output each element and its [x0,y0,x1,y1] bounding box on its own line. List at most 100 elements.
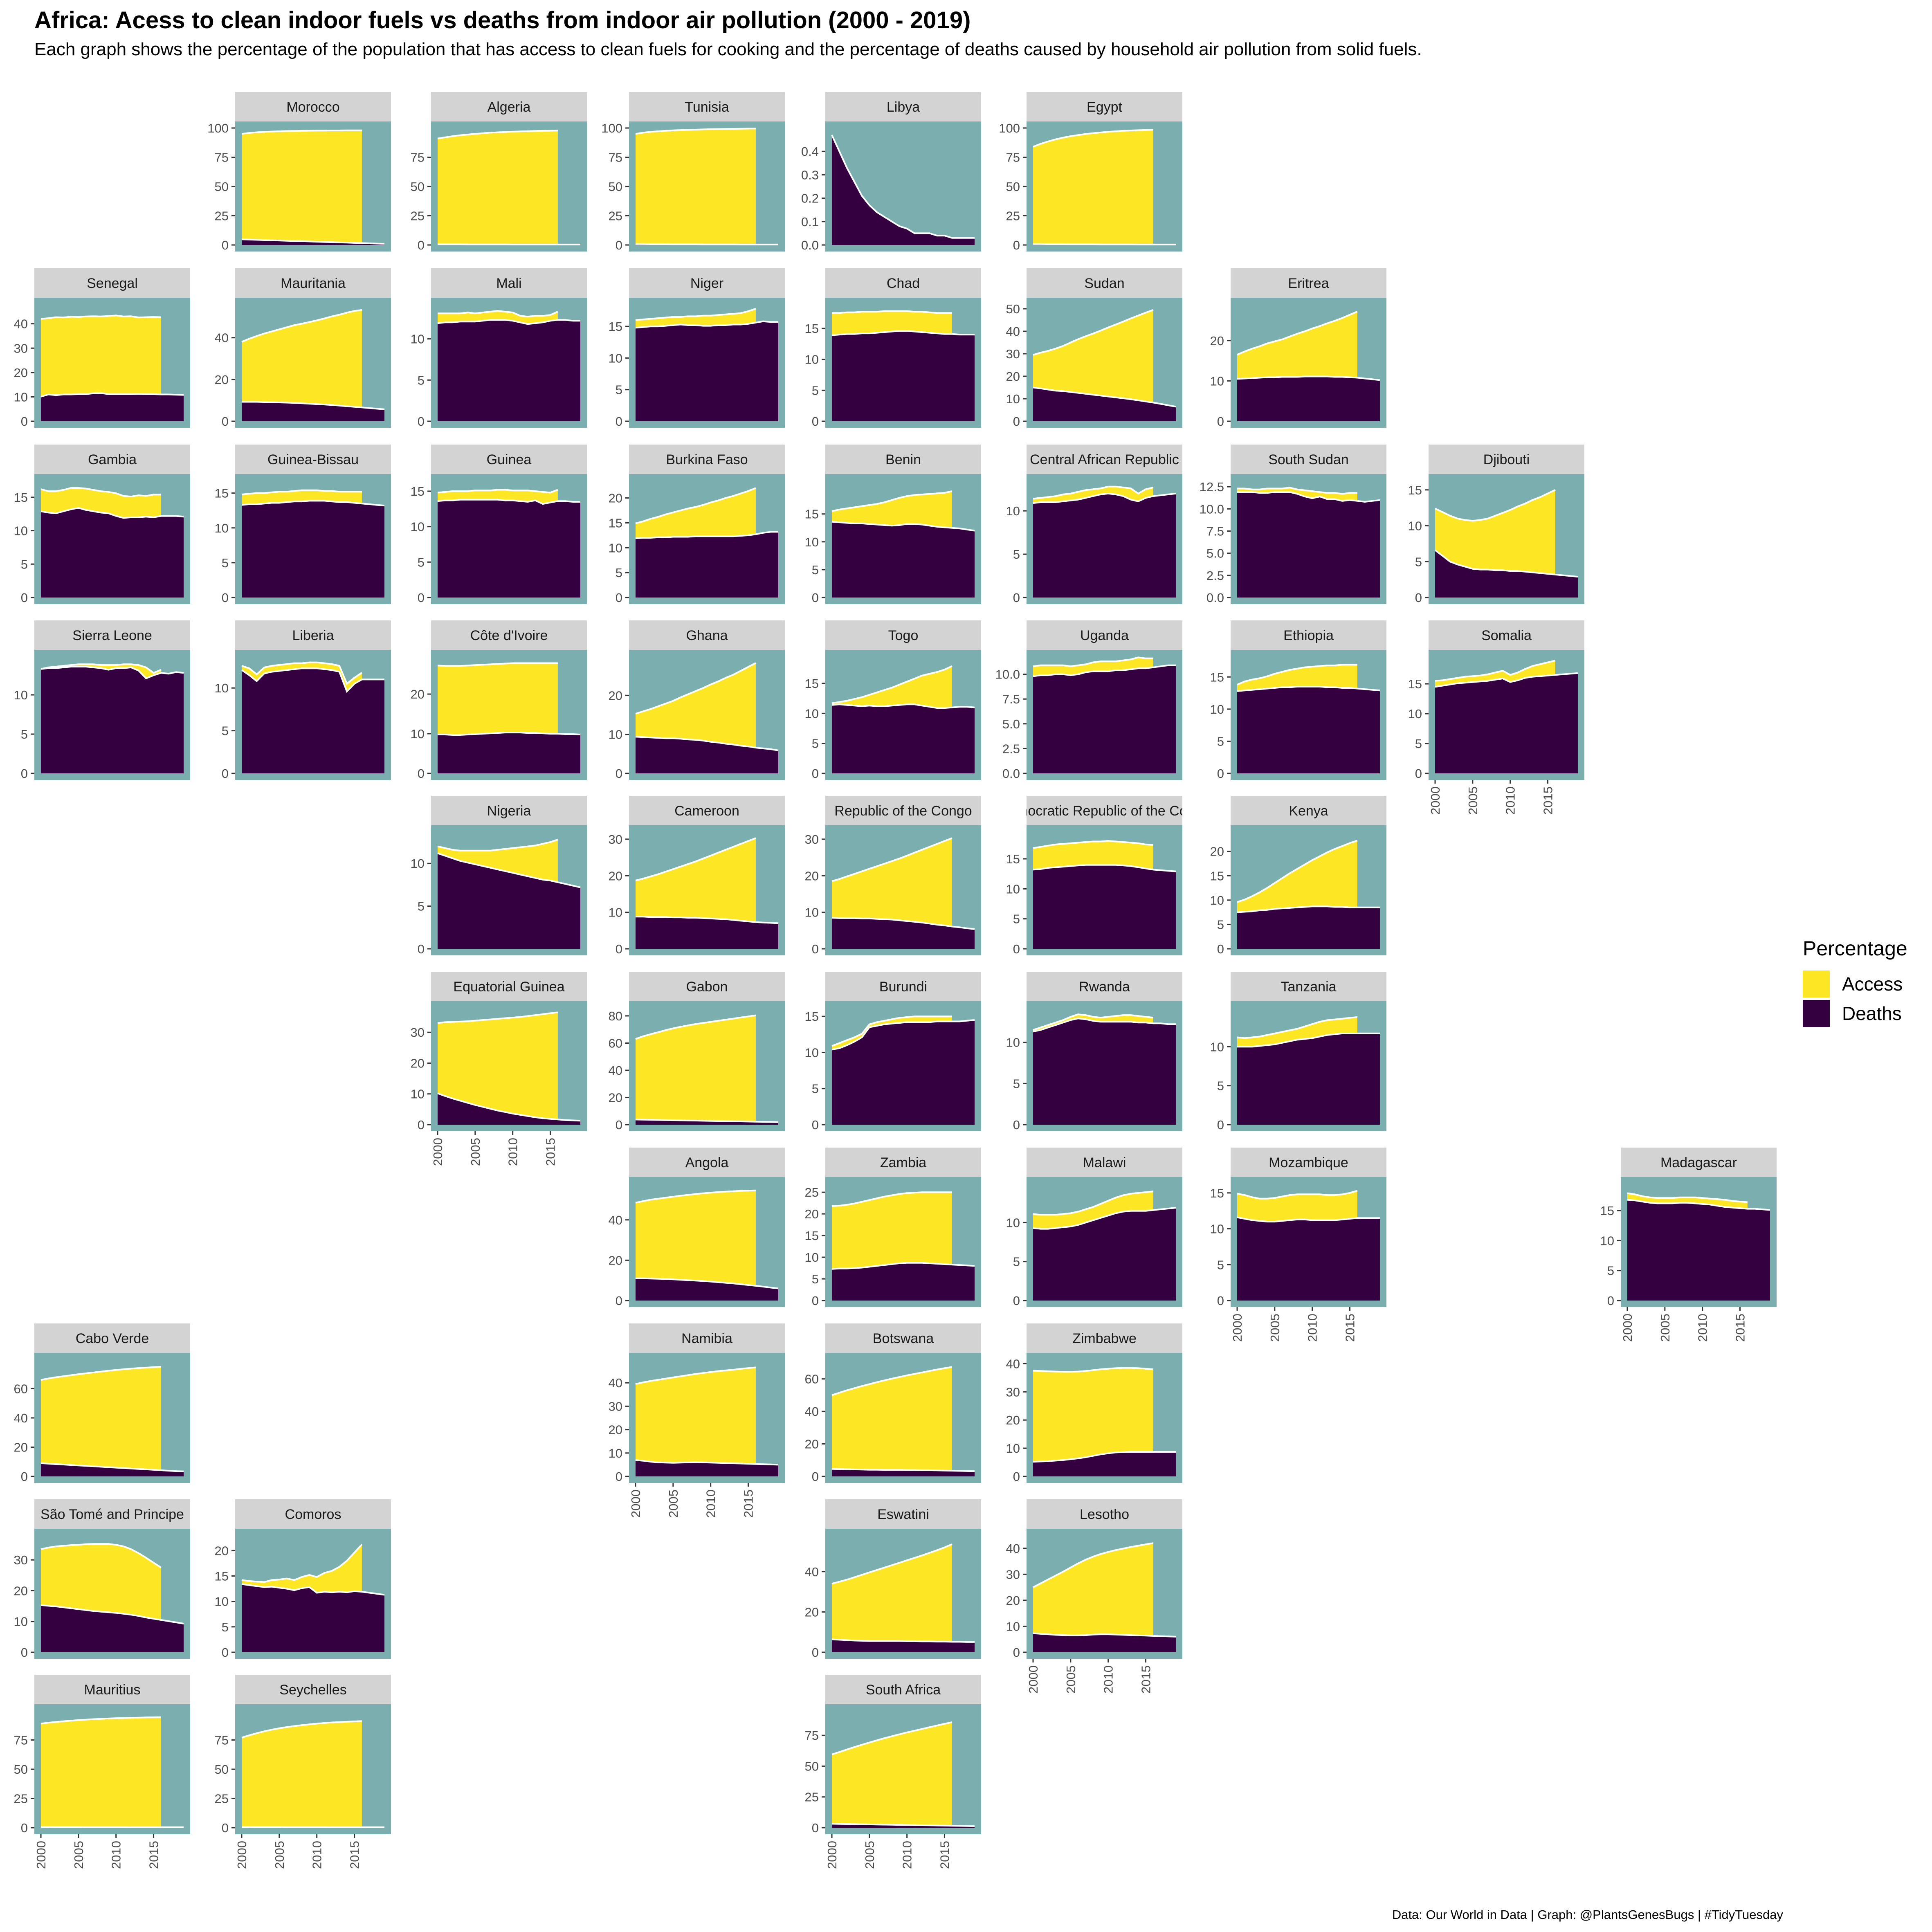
x-tick-label: 2015 [147,1841,161,1869]
x-tick-label: 2000 [1230,1314,1245,1342]
facet-eritrea: Eritrea 0 10 20 [1210,268,1386,429]
facet-egypt: Egypt 0 25 50 75 100 [999,92,1182,252]
deaths-line [438,732,581,736]
access-area [636,1015,756,1125]
y-tick-label: 30 [1006,1567,1020,1582]
y-tick-label: 5 [222,724,229,738]
y-tick-label: 0 [812,1645,819,1660]
legend-key-access [1803,970,1830,997]
access-area [242,130,362,245]
deaths-line [40,666,184,680]
facet-sudan: Sudan 0 10 20 30 40 50 [1006,268,1182,429]
facet-strip-label: Senegal [87,276,138,291]
facet-strip [629,1148,785,1177]
facet-equatorial-guinea: Equatorial Guinea 0 10 20 30 2000 2005 2010 2015 [411,972,587,1166]
facet-strip [34,620,190,650]
y-tick-label: 10 [215,1595,229,1609]
y-tick-label: 25 [805,1185,819,1200]
deaths-line [635,1459,779,1466]
facet-strip-label: Gambia [88,452,137,467]
x-tick-label: 2015 [544,1138,558,1166]
x-tick-label: 2010 [506,1138,520,1166]
y-tick-label: 0 [812,591,819,605]
x-tick-label: 2015 [348,1841,362,1869]
facet-strip [825,268,981,298]
deaths-line [831,703,975,709]
facet-strip-label: South Africa [866,1682,941,1698]
y-tick-label: 5 [1415,737,1422,751]
y-tick-label: 0 [1013,1469,1020,1484]
facet-uganda: Uganda 0.0 2.5 5.0 7.5 10.0 [995,620,1182,781]
y-tick-label: 0 [21,1821,28,1835]
y-tick-label: 25 [609,209,622,223]
deaths-area [1033,665,1176,773]
deaths-line [1434,549,1578,578]
y-tick-label: 40 [1006,324,1020,339]
facet-mauritania: Mauritania 0 20 40 [215,268,391,429]
y-tick-label: 20 [805,1437,819,1451]
y-tick-label: 0.0 [1206,591,1224,605]
access-line [635,308,756,321]
facet-strip [825,620,981,650]
y-tick-label: 0 [1415,591,1422,605]
deaths-line [635,736,779,751]
deaths-line [831,1823,975,1827]
y-tick-label: 0 [616,1118,622,1132]
deaths-line [1033,386,1176,408]
y-tick-label: 5 [1013,912,1020,926]
y-tick-label: 0.0 [1002,766,1020,781]
y-tick-label: 0 [812,766,819,781]
y-tick-label: 10 [411,856,425,871]
facet-strip [431,92,587,121]
facet-strip-label: Seychelles [279,1682,346,1698]
y-tick-label: 20 [1006,369,1020,384]
y-tick-label: 0 [1013,942,1020,956]
facet-strip-label: Mauritania [281,276,346,291]
facet-comoros: Comoros 0 5 10 15 20 [215,1499,391,1660]
facet-strip-label: Niger [690,276,723,291]
facet-strip [825,1148,981,1177]
facet-strip [1231,1148,1386,1177]
y-tick-label: 20 [805,1207,819,1221]
y-tick-label: 40 [215,331,229,345]
facet-strip-label: Malawi [1083,1155,1126,1170]
deaths-area [1435,550,1578,598]
y-tick-label: 20 [215,1543,229,1558]
y-tick-label: 15 [805,1009,819,1024]
y-tick-label: 10 [609,905,622,920]
facet-strip-label: Mozambique [1269,1155,1348,1170]
access-line [831,1366,953,1396]
deaths-area [1033,1208,1176,1301]
facet-strip-label: Burundi [879,979,927,995]
facet-central-african-republic: Central African Republic 0 5 10 [1006,445,1182,605]
access-line [40,663,162,674]
facet-gambia: Gambia 0 5 10 15 [14,445,190,605]
y-tick-label: 0 [1217,1118,1224,1132]
deaths-line [635,531,778,539]
deaths-area [832,1639,975,1652]
y-tick-label: 15 [805,321,819,336]
y-tick-label: 20 [215,373,229,387]
y-tick-label: 15 [14,490,28,505]
facet-strip [825,796,981,825]
x-tick-label: 2010 [1305,1314,1320,1342]
access-line [1237,1016,1358,1039]
deaths-line [831,1638,975,1643]
facet-strip [1027,1148,1182,1177]
access-line [1237,310,1358,356]
deaths-area [832,331,975,421]
deaths-area [832,135,975,245]
y-tick-label: 10 [1006,392,1020,406]
y-tick-label: 5 [1607,1264,1614,1278]
y-tick-label: 20 [1006,1413,1020,1427]
facet-strip-label: Djibouti [1483,452,1530,467]
chart-subtitle: Each graph shows the percentage of the p… [34,39,1422,59]
y-tick-label: 20 [14,1584,28,1598]
facet-namibia: Namibia 0 10 20 30 40 2000 2005 2010 2015 [609,1323,785,1518]
facet-strip [629,268,785,298]
y-tick-label: 10.0 [1200,502,1224,516]
facet-strip-label: Democratic Republic of the Congo [999,803,1211,819]
facet-benin: Benin 0 5 10 15 [805,445,981,605]
deaths-area [1237,906,1380,949]
y-tick-label: 5 [222,1620,229,1634]
